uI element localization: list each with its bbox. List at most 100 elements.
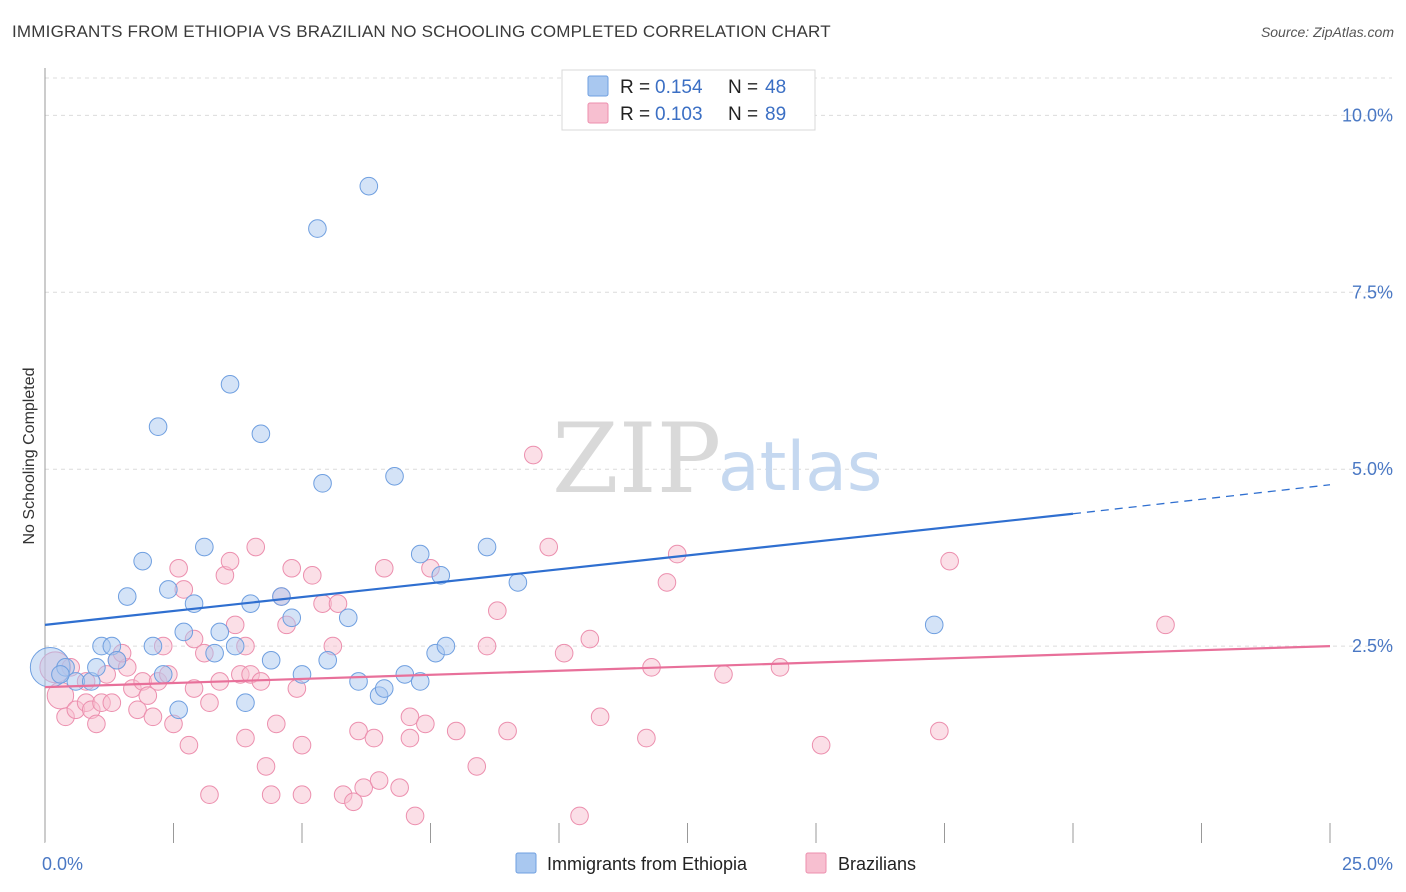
trend-lines <box>44 484 1331 689</box>
legend-swatch-blue <box>587 75 609 97</box>
brazilians-point-68 <box>524 445 543 465</box>
ethiopia-point-20 <box>220 374 240 394</box>
brazilians-point-40 <box>261 785 281 804</box>
ethiopia-point-37 <box>385 466 404 486</box>
ethiopia-point-36 <box>374 679 394 698</box>
ethiopia-point-39 <box>410 672 430 691</box>
ethiopia-point-28 <box>292 665 312 684</box>
brazilians-point-24 <box>179 735 199 755</box>
bottom-legend-swatch-pink <box>805 852 827 874</box>
y-axis-label: No Schooling Completed <box>21 368 38 545</box>
y-tick-label-1: 5.0% <box>1352 459 1393 479</box>
brazilians-point-78 <box>714 665 733 684</box>
legend-n-value-2: 89 <box>765 104 786 125</box>
brazilians-point-54 <box>354 778 373 797</box>
legend-box: R = 0.154 N = 48 R = 0.103 N = 89 <box>561 69 816 131</box>
ethiopia-point-8 <box>117 587 137 606</box>
brazilians-point-10 <box>102 693 122 713</box>
brazilians-point-71 <box>570 806 589 826</box>
brazilians-point-47 <box>302 566 322 585</box>
ethiopia-point-43 <box>436 636 456 656</box>
brazilians-point-27 <box>200 693 219 713</box>
bottom-legend-label-ethiopia: Immigrants from Ethiopia <box>547 854 748 874</box>
brazilians-point-56 <box>369 771 389 790</box>
ethiopia-point-21 <box>225 636 245 656</box>
brazilians-point-69 <box>539 537 559 557</box>
x-tick-label-1: 25.0% <box>1342 854 1393 874</box>
watermark-atlas: atlas <box>718 428 882 507</box>
legend-n-label-1: N = <box>728 77 758 98</box>
ethiopia-point-12 <box>153 665 173 684</box>
brazilians-point-66 <box>488 601 507 621</box>
brazilians-point-7 <box>87 714 106 734</box>
ethiopia-point-32 <box>338 608 358 628</box>
brazilians-point-76 <box>657 573 677 592</box>
ethiopia-point-31 <box>318 650 338 670</box>
brazilians-point-77 <box>667 544 687 564</box>
brazilians-point-55 <box>364 728 384 748</box>
brazilians-point-53 <box>349 721 368 741</box>
ethiopia-point-11 <box>148 417 168 437</box>
ethiopia-point-7 <box>107 650 127 670</box>
axes <box>44 68 1332 844</box>
ethiopia-point-19 <box>210 622 230 642</box>
ethiopia-point-27 <box>282 608 302 628</box>
brazilians-point-85 <box>184 679 204 698</box>
legend-r-label-1: R = <box>620 77 650 98</box>
brazilians-point-14 <box>128 700 147 720</box>
ethiopia-point-29 <box>308 219 327 238</box>
ethiopia-point-47 <box>51 665 70 684</box>
brazilians-point-73 <box>590 707 610 727</box>
brazilians-point-61 <box>405 806 425 826</box>
y-tick-label-3: 10.0% <box>1342 105 1393 125</box>
brazilians-point-46 <box>292 735 312 755</box>
ethiopia-point-9 <box>133 551 152 571</box>
legend-r-value-2: 0.103 <box>655 104 703 125</box>
bottom-legend-swatch-blue <box>515 852 537 874</box>
ethiopia-point-34 <box>359 176 379 196</box>
brazilians-point-79 <box>770 658 790 677</box>
brazilians-point-82 <box>940 551 959 571</box>
ethiopia-point-15 <box>174 622 194 642</box>
x-tick-label-0: 0.0% <box>42 854 83 874</box>
ethiopia-point-44 <box>477 537 497 557</box>
brazilians-point-70 <box>554 643 574 663</box>
brazilians-point-31 <box>220 551 240 571</box>
bottom-legend-label-brazilians: Brazilians <box>838 854 916 874</box>
ethiopia-point-33 <box>349 672 368 691</box>
watermark-zip: ZIP <box>552 403 721 515</box>
ethiopia-point-17 <box>195 537 214 557</box>
ethiopia-point-40 <box>410 544 430 564</box>
brazilians-point-35 <box>236 728 255 748</box>
brazilians-point-50 <box>328 594 348 613</box>
brazilians-point-72 <box>580 629 600 649</box>
brazilians-point-58 <box>390 778 409 797</box>
y-tick-label-2: 7.5% <box>1352 282 1393 302</box>
legend-n-label-2: N = <box>728 104 758 125</box>
brazilians-point-17 <box>143 707 163 727</box>
watermark: ZIP atlas <box>552 403 882 515</box>
y-ticks: 2.5% 5.0% 7.5% 10.0% <box>1342 105 1393 656</box>
brazilians-point-59 <box>400 707 420 727</box>
ethiopia-point-22 <box>236 693 255 713</box>
brazilians-point-22 <box>169 558 188 578</box>
brazilians-point-57 <box>374 558 394 578</box>
ethiopia-point-26 <box>272 587 291 606</box>
ethiopia-point-10 <box>143 636 163 656</box>
x-ticks: 0.0% 25.0% <box>42 823 1393 874</box>
points-immigrants-from-ethiopia <box>29 176 944 720</box>
pink-trend-line <box>44 644 1331 689</box>
brazilians-point-74 <box>637 728 656 748</box>
bottom-legend: Immigrants from Ethiopia Brazilians <box>515 852 916 874</box>
legend-r-value-1: 0.154 <box>655 77 703 98</box>
brazilians-point-84 <box>292 785 312 804</box>
brazilians-point-39 <box>256 757 276 776</box>
brazilians-point-88 <box>477 636 497 656</box>
blue-trend-line <box>44 512 1074 626</box>
ethiopia-point-13 <box>159 580 178 599</box>
brazilians-point-32 <box>225 615 245 635</box>
brazilians-point-60 <box>400 728 420 748</box>
source-label: Source: ZipAtlas.com <box>1260 24 1394 40</box>
blue-trend-line-extension <box>1072 484 1331 515</box>
legend-n-value-1: 48 <box>765 77 786 98</box>
